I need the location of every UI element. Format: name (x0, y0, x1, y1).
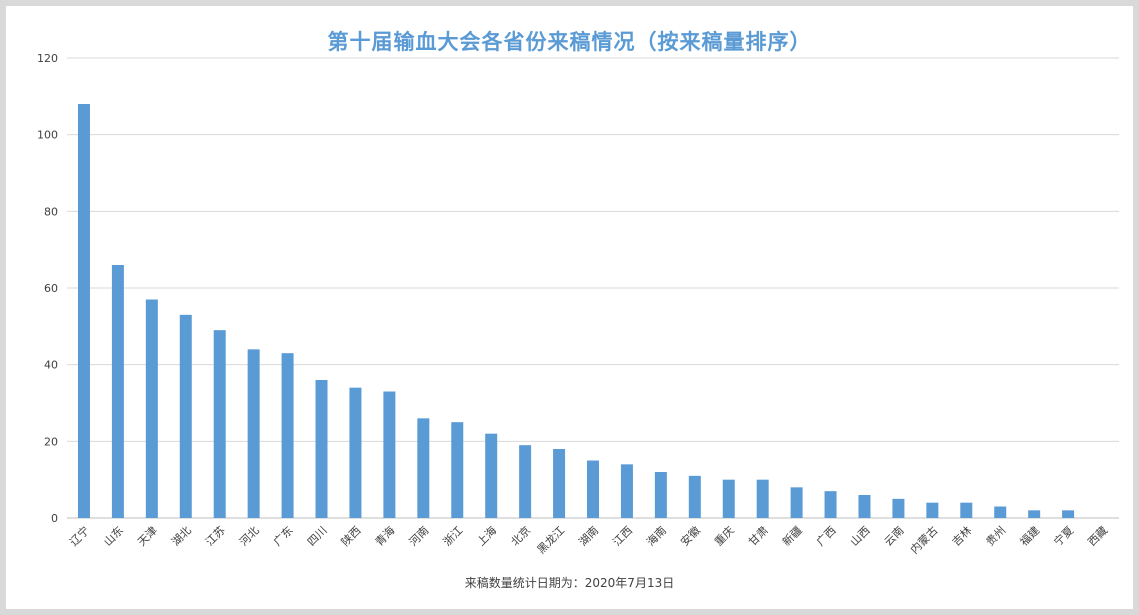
bar (417, 418, 430, 518)
x-tick-label: 辽宁 (67, 523, 92, 548)
bar (281, 353, 294, 518)
bar (485, 433, 498, 518)
bar (451, 422, 464, 518)
x-tick-label: 内蒙古 (907, 523, 940, 556)
bar (824, 491, 837, 518)
y-tick-label: 80 (44, 205, 58, 218)
y-tick-label: 60 (44, 282, 58, 295)
x-tick-label: 西藏 (1085, 524, 1110, 549)
x-tick-label: 黑龙江 (535, 524, 568, 557)
x-tick-label: 上海 (474, 523, 499, 548)
bar (383, 391, 396, 518)
bar (858, 495, 871, 518)
y-tick-label: 0 (51, 512, 58, 525)
y-tick-label: 20 (44, 435, 58, 448)
bar (994, 506, 1007, 518)
x-tick-label: 天津 (135, 524, 160, 549)
x-tick-label: 广东 (271, 524, 296, 549)
y-tick-label: 120 (37, 52, 58, 65)
bar (553, 449, 566, 518)
x-tick-label: 福建 (1017, 523, 1042, 548)
chart-footnote: 来稿数量统计日期为：2020年7月13日 (464, 576, 675, 590)
chart-title: 第十届输血大会各省份来稿情况（按来稿量排序） (327, 30, 812, 54)
bar (722, 479, 735, 518)
bar (587, 460, 599, 518)
x-tick-label: 湖北 (169, 524, 194, 549)
bar (315, 380, 328, 518)
bar (620, 464, 633, 518)
x-tick-label: 安徽 (677, 523, 702, 548)
x-tick-label: 河北 (237, 524, 262, 549)
x-tick-label: 青海 (372, 523, 397, 548)
bar (77, 104, 90, 518)
bar (790, 487, 803, 518)
bar (1028, 510, 1041, 518)
x-tick-label: 重庆 (711, 523, 736, 548)
x-tick-label: 甘肃 (746, 524, 771, 549)
x-tick-label: 湖南 (576, 524, 601, 549)
bar (654, 472, 667, 518)
x-tick-label: 陕西 (338, 523, 363, 548)
bar (892, 498, 905, 518)
x-tick-label: 广西 (814, 524, 839, 549)
x-tick-label: 宁夏 (1051, 523, 1076, 548)
x-tick-label: 江苏 (203, 524, 228, 549)
bar (213, 330, 226, 518)
x-tick-label: 贵州 (984, 524, 1009, 549)
bar (145, 299, 158, 518)
x-tick-label: 山西 (848, 524, 873, 549)
bar (179, 314, 192, 518)
y-tick-label: 40 (44, 359, 58, 372)
x-tick-label: 云南 (882, 524, 907, 549)
bar (247, 349, 260, 518)
x-tick-label: 河南 (407, 524, 432, 549)
bar (688, 475, 701, 518)
bar (960, 502, 973, 518)
bar (111, 265, 124, 518)
x-tick-label: 浙江 (441, 524, 466, 549)
bar (349, 387, 362, 518)
bar (926, 502, 939, 518)
x-tick-label: 吉林 (949, 523, 974, 548)
bar (756, 479, 769, 518)
x-tick-label: 海南 (644, 523, 669, 548)
y-tick-label: 100 (37, 129, 58, 142)
bar (519, 445, 532, 518)
bar (1062, 510, 1075, 518)
x-tick-label: 新疆 (779, 523, 804, 548)
x-tick-label: 北京 (508, 523, 533, 548)
x-tick-label: 江西 (610, 524, 635, 549)
x-tick-label: 山东 (101, 524, 126, 549)
x-tick-label: 四川 (305, 524, 330, 549)
